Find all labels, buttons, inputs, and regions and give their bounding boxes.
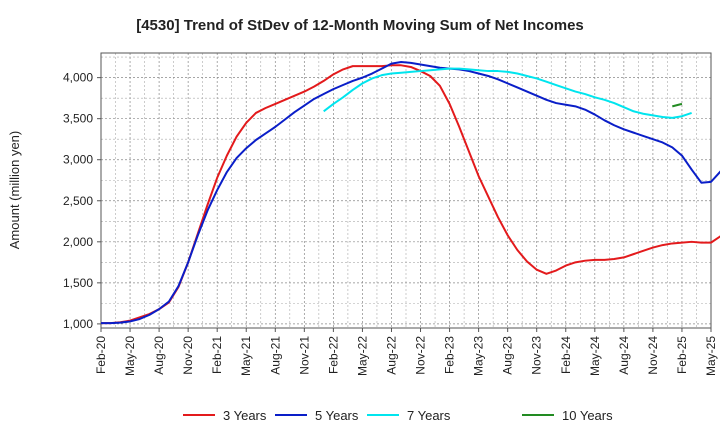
series-line-5-years <box>101 61 720 325</box>
x-tick-label: Feb-20 <box>94 336 108 374</box>
x-tick-label: Aug-24 <box>617 336 631 375</box>
x-tick-label: Feb-23 <box>443 336 457 374</box>
x-tick-label: Feb-21 <box>210 336 224 374</box>
x-tick-label: May-22 <box>355 336 369 376</box>
y-tick-label: 1,000 <box>63 317 93 331</box>
grid <box>100 53 712 328</box>
x-tick-label: Nov-24 <box>646 336 660 375</box>
x-tick-label: Feb-25 <box>675 336 689 374</box>
y-axis-label: Amount (million yen) <box>7 131 22 250</box>
x-tick-label: Nov-21 <box>297 336 311 375</box>
x-tick-label: May-24 <box>588 336 602 376</box>
x-tick-label: May-21 <box>239 336 253 376</box>
series-lines <box>101 61 720 325</box>
y-tick-label: 3,000 <box>63 153 93 167</box>
y-tick-label: 2,000 <box>63 235 93 249</box>
x-tick-label: Nov-23 <box>530 336 544 375</box>
x-tick-label: Aug-20 <box>152 336 166 375</box>
legend: 3 Years 5 Years 7 Years 10 Years <box>183 408 613 423</box>
y-tick-label: 1,500 <box>63 276 93 290</box>
x-tick-label: Aug-22 <box>384 336 398 375</box>
x-tick-label: Aug-23 <box>501 336 515 375</box>
series-line-10-years <box>672 102 683 108</box>
plot-border <box>100 52 712 329</box>
legend-label: 10 Years <box>562 408 613 423</box>
series-line-7-years <box>323 67 692 119</box>
x-tick-label: Nov-22 <box>414 336 428 375</box>
x-tick-label: May-25 <box>704 336 718 376</box>
plot-area <box>100 52 720 329</box>
y-tick-label: 2,500 <box>63 194 93 208</box>
x-tick-label: Nov-20 <box>181 336 195 375</box>
x-tick-label: Aug-21 <box>268 336 282 375</box>
x-tick-label: Feb-22 <box>326 336 340 374</box>
legend-label: 7 Years <box>407 408 451 423</box>
x-tick-labels: Feb-20 May-20 Aug-20 Nov-20 Feb-21 May-21 Aug-… <box>94 328 718 376</box>
legend-label: 3 Years <box>223 408 267 423</box>
legend-label: 5 Years <box>315 408 359 423</box>
y-tick-label: 3,500 <box>63 112 93 126</box>
x-tick-label: May-20 <box>123 336 137 376</box>
y-tick-label: 4,000 <box>63 71 93 85</box>
chart-title: [4530] Trend of StDev of 12-Month Moving… <box>136 17 584 34</box>
y-tick-labels: 1,000 1,500 2,000 2,500 3,000 3,500 4,000 <box>63 71 101 331</box>
x-tick-label: May-23 <box>472 336 486 376</box>
x-tick-label: Feb-24 <box>559 336 573 374</box>
